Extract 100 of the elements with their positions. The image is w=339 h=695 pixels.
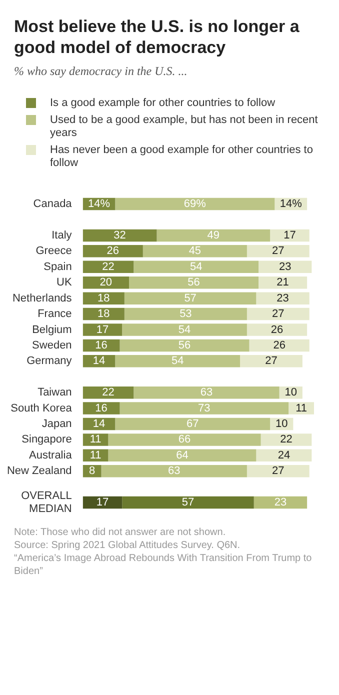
bar [260,434,312,446]
data-label: 54 [190,260,202,273]
legend-label: Is a good example for other countries to follow [50,97,276,110]
bar [258,260,312,274]
bar [134,260,259,274]
bar [246,465,310,478]
data-label: 27 [272,245,284,258]
text: Note: Those who did not answer are not shown. [14,526,227,539]
data-label: 57 [182,496,194,509]
y-tick-label: Canada [33,198,73,210]
data-label: 10 [284,386,298,399]
data-label: 14% [280,198,302,210]
bar [120,402,289,414]
data-label: 11 [296,402,307,414]
data-label: 23 [276,292,289,304]
data-label: 26 [106,245,119,258]
bar [246,245,310,258]
y-tick-label: Spain [44,260,72,273]
data-label: 8 [89,465,96,478]
source-note: Source: Spring 2021 Global Attitudes Survey. Q6N. [14,539,242,552]
bar [124,308,247,320]
data-label: 11 [90,449,102,462]
y-tick-label: Germany [26,355,72,368]
data-label: 69% [184,198,206,210]
bar [82,245,143,258]
y-tick-label: Greece [36,245,72,258]
bar [115,418,270,430]
y-tick-label: Japan [42,418,72,430]
data-label: 22 [102,386,114,399]
data-label: 10 [276,418,288,430]
data-label: 21 [276,276,289,289]
bar [82,324,122,336]
data-label: 54 [178,324,191,336]
data-label: 56 [178,339,191,352]
data-label: 23 [274,496,287,509]
data-label: 73 [198,402,210,414]
bar [82,292,124,304]
bar [258,276,308,289]
bar [124,292,256,304]
bar [108,434,261,446]
data-label: 23 [278,260,292,273]
bar [120,339,250,352]
bar [115,198,275,210]
data-label: 26 [270,324,284,336]
y-tick-label: Belgium [32,324,72,336]
data-label: 22 [102,260,114,273]
bar [156,229,270,242]
chart-subtitle: % who say democracy in the U.S. ... [14,64,188,79]
y-tick-label: Australia [29,449,73,462]
data-label: 27 [272,308,284,320]
data-label: 66 [178,434,191,446]
text: “America’s Image Abroad Rebounds With Transition From Trump to Biden” [14,552,313,578]
data-label: 64 [176,449,188,462]
data-label: 17 [96,324,109,336]
data-label: 63 [200,386,213,399]
data-label: 32 [114,230,126,242]
data-label: 63 [168,465,180,478]
data-label: 18 [97,292,110,304]
y-tick-label: OVERALL MEDIAN [21,490,72,516]
data-label: 16 [95,402,108,414]
bar [256,449,312,462]
bar [82,355,116,368]
bar [240,355,302,368]
y-tick-label: South Korea [10,402,73,414]
data-label: 20 [100,276,112,289]
bar [82,386,134,399]
bar [122,324,247,336]
y-tick-label: Taiwan [38,386,72,399]
bar [249,339,310,352]
legend-label: Used to be a good example, but has not been in recent years [50,114,319,140]
data-label: 16 [95,339,108,352]
data-label: 11 [90,434,102,446]
data-label: 45 [188,245,202,258]
data-label: 17 [284,230,296,242]
data-label: 27 [265,355,278,368]
data-label: 56 [188,276,200,289]
bar [122,496,254,509]
bar [82,402,120,414]
data-label: 26 [273,339,286,352]
data-label: 22 [280,434,292,446]
y-tick-label: Netherlands [12,292,72,304]
bar [256,292,310,304]
bar [288,402,314,414]
bar [82,229,157,242]
data-label: 18 [97,308,110,320]
data-label: 17 [96,496,109,509]
data-label: 27 [272,465,284,478]
data-label: 53 [180,308,192,320]
y-tick-label: France [38,308,72,320]
y-tick-label: Sweden [32,339,72,352]
y-tick-label: Italy [52,230,72,242]
bar [101,465,247,478]
data-label: 49 [207,230,220,242]
bar [134,386,280,399]
bar [108,449,256,462]
y-tick-label: Singapore [22,434,72,446]
y-tick-label: UK [56,276,72,289]
data-label: 14% [88,198,110,210]
data-label: 14 [92,355,106,368]
bar [270,229,310,242]
